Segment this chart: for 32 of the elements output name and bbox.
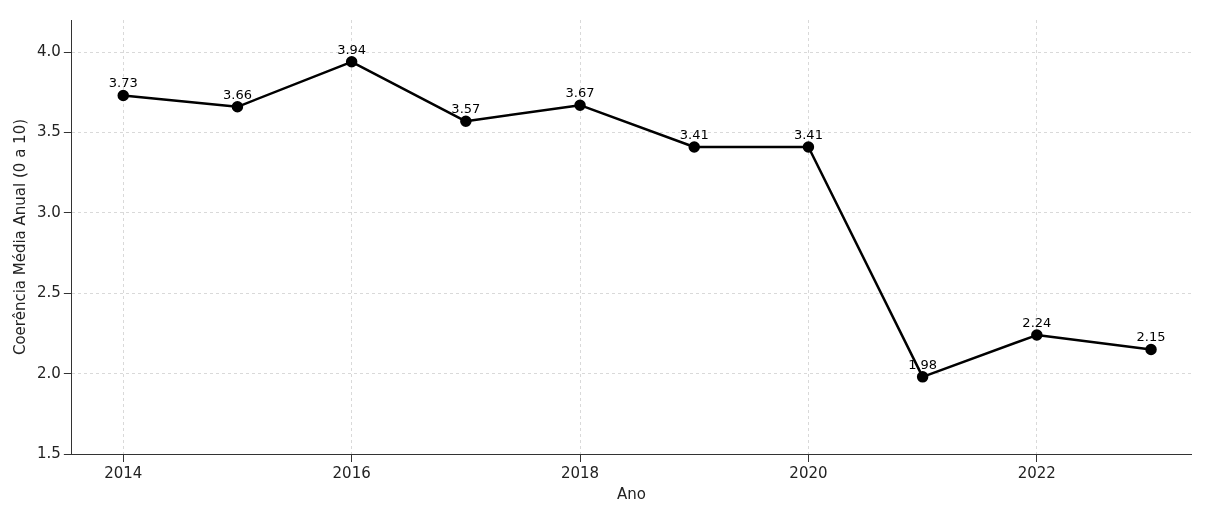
y-tick-label: 1.5 (37, 443, 61, 462)
data-label: 3.73 (108, 75, 138, 91)
y-tick-label: 2.5 (37, 283, 61, 302)
data-label: 3.67 (565, 85, 595, 101)
point (1031, 329, 1043, 341)
x-tick-label: 2020 (789, 463, 828, 482)
y-tick-label: 3.5 (37, 122, 61, 141)
point (117, 89, 129, 102)
y-tick-label: 4.0 (37, 42, 61, 61)
data-label: 2.24 (1022, 314, 1052, 330)
point (345, 56, 358, 68)
data-label: 3.57 (451, 101, 481, 117)
point (688, 141, 700, 153)
data-label: 2.15 (1136, 329, 1166, 345)
point (574, 99, 586, 111)
x-axis-title: Ano (616, 484, 646, 503)
point (802, 141, 815, 153)
point (231, 101, 244, 113)
x-tick-label: 2014 (104, 463, 143, 482)
data-label: 3.41 (679, 126, 709, 142)
y-tick-label: 2.0 (37, 363, 61, 382)
point (1145, 343, 1157, 356)
data-label: 3.94 (337, 41, 367, 57)
data-label: 3.41 (793, 126, 823, 142)
x-tick-label: 2016 (332, 463, 371, 482)
y-tick-label: 3.0 (37, 202, 61, 221)
data-label: 3.66 (222, 86, 252, 102)
point (460, 115, 472, 128)
point (916, 371, 929, 383)
x-tick-label: 2022 (1017, 463, 1056, 482)
x-tick-label: 2018 (560, 463, 600, 482)
y-axis-title: Coerência Média Anual (0 a 10) (10, 118, 29, 356)
